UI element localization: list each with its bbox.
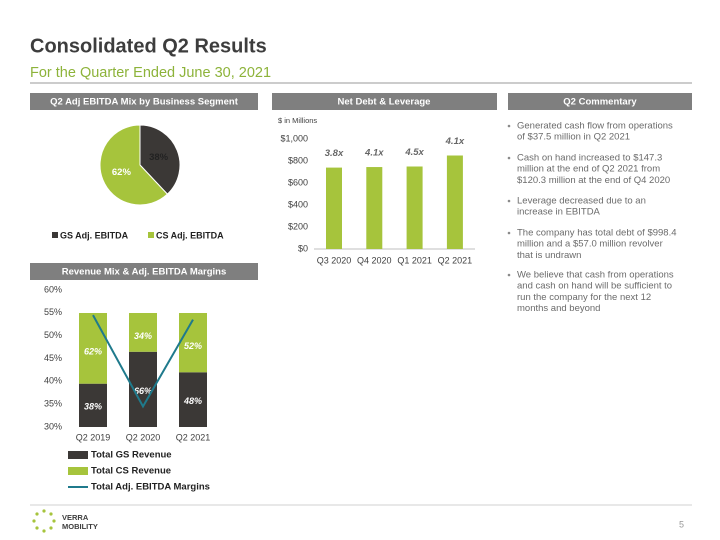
bar-label: 52% [184,341,202,351]
slide-subtitle: For the Quarter Ended June 30, 2021 [30,65,271,81]
bullet [507,273,511,277]
annotation: 4.1x [364,148,384,159]
pie-slice [139,124,181,195]
bar-label: 62% [84,347,102,357]
commentary-text: months and beyond [517,303,600,314]
page-number: 5 [679,519,684,529]
legend-swatch [68,451,88,459]
bar [406,166,423,249]
y-tick-label: $600 [288,177,308,187]
bullet [507,124,511,128]
x-tick-label: Q2 2019 [76,432,111,442]
commentary-text: run the company for the next 12 [517,292,651,303]
commentary-text: The company has total debt of $998.4 [517,228,677,239]
bullet [507,199,511,203]
commentary-text: We believe that cash from operations [517,270,674,281]
slice-label: 62% [112,167,132,178]
commentary-text: and cash on hand will be sufficient to [517,281,672,292]
x-tick-label: Q4 2020 [357,255,392,265]
bar [446,155,463,249]
panel-header [272,93,497,110]
y-tick-label: 60% [44,284,62,294]
legend-label: Total Adj. EBITDA Margins [91,482,210,493]
y-tick-label: 35% [44,399,62,409]
logo-text: VERRA [62,513,89,522]
bar-segment [179,372,207,427]
commentary-text: $120.3 million at the end of Q4 2020 [517,175,670,186]
bar [366,167,383,249]
slide-title: Consolidated Q2 Results [30,35,267,57]
bar-label: 48% [183,396,202,406]
panel-header [30,263,258,280]
x-tick-label: Q2 2021 [438,255,473,265]
slice-label: 38% [149,152,169,163]
axis-label: $ in Millions [278,116,317,125]
legend-swatch [148,232,154,238]
legend-label: CS Adj. EBITDA [156,230,224,240]
bar-segment [79,313,107,384]
bar-segment [129,313,157,352]
panel-header [508,93,692,110]
x-tick-label: Q2 2021 [176,432,211,442]
commentary-text: million and a $57.0 million revolver [517,239,663,250]
commentary-text: that is undrawn [517,250,581,261]
y-tick-label: $800 [288,155,308,165]
logo-icon [32,509,56,533]
bar-segment [179,313,207,373]
bar-label: 38% [84,402,102,412]
commentary-text: Leverage decreased due to an [517,196,646,207]
panel-header [30,93,258,110]
y-tick-label: 45% [44,353,62,363]
commentary-text: million at the end of Q2 2021 from [517,164,660,175]
legend-label: Total CS Revenue [91,466,171,477]
y-tick-label: $1,000 [280,133,308,143]
bar [326,167,342,249]
y-tick-label: $400 [288,199,308,209]
y-tick-label: $0 [298,243,308,253]
x-tick-label: Q3 2020 [317,255,352,265]
panel-title: Q2 Commentary [563,97,637,108]
bullet [507,156,511,160]
line-series [92,314,194,409]
pie-slice [99,124,169,206]
logo-text: MOBILITY [62,522,98,531]
x-tick-label: Q1 2021 [397,255,432,265]
commentary-text: Generated cash flow from operations [517,121,673,132]
bar-label: 34% [134,331,152,341]
y-tick-label: 55% [44,307,62,317]
bar-segment [79,383,107,427]
annotation: 4.5x [404,147,424,158]
y-tick-label: 40% [44,376,62,386]
y-tick-label: 30% [44,421,62,431]
legend-swatch [52,232,58,238]
commentary-text: Cash on hand increased to $147.3 [517,153,662,164]
commentary-text: increase in EBITDA [517,207,601,218]
panel-title: Q2 Adj EBITDA Mix by Business Segment [50,97,239,108]
legend-swatch [68,467,88,475]
panel-title: Net Debt & Leverage [338,97,431,108]
panel-title: Revenue Mix & Adj. EBITDA Margins [62,267,227,278]
bullet [507,231,511,235]
annotation: 4.1x [445,136,465,147]
y-tick-label: $200 [288,221,308,231]
legend-label: Total GS Revenue [91,450,172,461]
y-tick-label: 50% [44,330,62,340]
commentary-text: of $37.5 million in Q2 2021 [517,132,630,143]
annotation: 3.8x [325,148,344,159]
x-tick-label: Q2 2020 [126,432,161,442]
legend-label: GS Adj. EBITDA [60,230,129,240]
bar-label: 66% [134,386,152,396]
